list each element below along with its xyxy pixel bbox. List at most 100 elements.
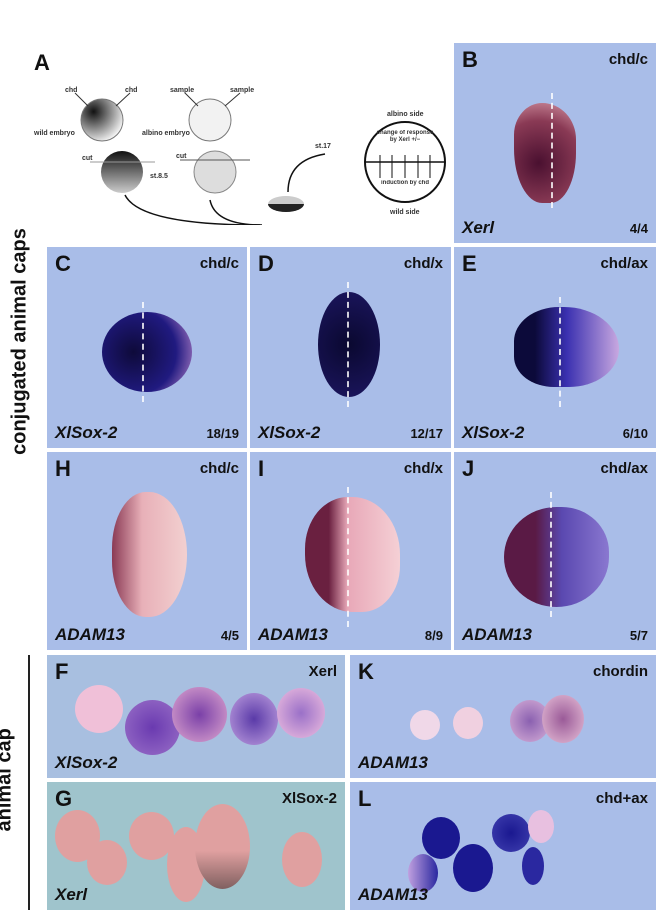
gene-label: ADAM13 <box>358 753 428 772</box>
ratio-label: 12/17 <box>410 426 443 441</box>
panel-label: B <box>462 47 478 72</box>
panel-d: D chd/x XlSox-2 12/17 <box>250 247 451 448</box>
side-label-conjugated: conjugated animal caps <box>8 228 31 455</box>
animal-cap <box>172 687 227 742</box>
condition-label: XlSox-2 <box>281 790 337 807</box>
boundary-line <box>550 492 552 617</box>
condition-label: Xerl <box>308 663 337 680</box>
gene-label: ADAM13 <box>258 625 328 644</box>
gene-label: ADAM13 <box>55 625 125 644</box>
condition-label: chd/ax <box>600 255 648 272</box>
condition-label: chd/x <box>403 460 443 477</box>
change-of-response-label: change of response by Xerl +/− <box>376 130 434 143</box>
embryo-explant <box>112 492 187 617</box>
panel-label: D <box>258 251 274 276</box>
panel-c: C chd/c XlSox-2 18/19 <box>47 247 247 448</box>
albino-embryo-label: albino embryo <box>142 130 190 137</box>
boundary-line <box>142 302 144 402</box>
embryo-explant <box>514 103 576 203</box>
panel-label: G <box>55 786 73 811</box>
animal-cap <box>277 688 325 738</box>
ratio-label: 4/4 <box>629 221 648 236</box>
panel-label: J <box>462 456 475 481</box>
gene-label: Xerl <box>55 885 88 904</box>
panel-l: L chd+ax ADAM13 <box>350 782 656 910</box>
embryo-explant <box>102 312 192 392</box>
schematic-diagram: chd chd sample sample wild embryo albino… <box>33 87 446 226</box>
condition-label: chordin <box>593 663 648 680</box>
panel-j: J chd/ax ADAM13 5/7 <box>454 452 656 650</box>
animal-cap <box>522 847 544 885</box>
panel-label: F <box>55 659 69 684</box>
panel-g: G XlSox-2 Xerl <box>47 782 345 910</box>
panel-i: I chd/x ADAM13 8/9 <box>250 452 451 650</box>
wild-embryo-label: wild embryo <box>33 130 75 137</box>
chd-label: chd <box>125 87 137 94</box>
condition-label: chd/c <box>199 460 239 477</box>
animal-cap <box>528 810 554 843</box>
panel-label: K <box>358 659 374 684</box>
animal-cap <box>453 844 493 892</box>
panel-h: H chd/c ADAM13 4/5 <box>47 452 247 650</box>
condition-label: chd/x <box>403 255 443 272</box>
gene-label: XlSox-2 <box>258 423 321 442</box>
animal-cap <box>75 685 123 733</box>
cut-label: cut <box>176 153 187 160</box>
ratio-label: 18/19 <box>206 426 239 441</box>
sample-label: sample <box>170 87 194 94</box>
gene-label: Xerl <box>462 218 495 237</box>
embryo-explant <box>504 507 609 607</box>
panel-label: C <box>55 251 71 276</box>
animal-cap <box>542 695 584 743</box>
animal-cap <box>422 817 460 859</box>
side-label-animal-cap: animal cap <box>0 728 16 832</box>
animal-cap <box>492 814 530 852</box>
panel-e: E chd/ax XlSox-2 6/10 <box>454 247 656 448</box>
induction-label: induction by chd <box>381 180 429 186</box>
chd-label: chd <box>65 87 77 94</box>
gene-label: ADAM13 <box>358 885 428 904</box>
embryo-explant <box>318 292 380 397</box>
boundary-line <box>559 297 561 407</box>
panel-b: B chd/c Xerl 4/4 <box>454 43 656 243</box>
panel-label: H <box>55 456 71 481</box>
condition-label: chd/c <box>608 51 648 68</box>
animal-cap <box>230 693 278 745</box>
animal-cap <box>125 700 180 755</box>
panel-k: K chordin ADAM13 <box>350 655 656 778</box>
condition-label: chd/ax <box>600 460 648 477</box>
ratio-label: 4/5 <box>220 628 239 643</box>
gene-label: XlSox-2 <box>55 753 118 772</box>
boundary-line <box>347 282 349 407</box>
ratio-label: 8/9 <box>424 628 443 643</box>
panel-label: I <box>258 456 265 481</box>
bracket-line <box>28 655 30 910</box>
condition-label: chd/c <box>199 255 239 272</box>
animal-cap <box>410 710 440 740</box>
ratio-label: 6/10 <box>622 426 648 441</box>
panel-label: E <box>462 251 477 276</box>
panel-label: L <box>358 786 372 811</box>
animal-cap <box>129 812 174 860</box>
cut-label: cut <box>82 155 93 162</box>
boundary-line <box>347 487 349 627</box>
boundary-line <box>551 93 553 208</box>
animal-cap <box>282 832 322 887</box>
gene-label: XlSox-2 <box>462 423 525 442</box>
panel-label: A <box>34 50 50 75</box>
gene-label: ADAM13 <box>462 625 532 644</box>
condition-label: chd+ax <box>595 790 648 807</box>
albino-side-label: albino side <box>387 111 424 118</box>
animal-cap <box>87 840 127 885</box>
wild-side-label: wild side <box>389 209 420 216</box>
panel-f: F Xerl XlSox-2 <box>47 655 345 778</box>
sample-label: sample <box>230 87 254 94</box>
stage-label: st.17 <box>315 143 331 150</box>
ratio-label: 5/7 <box>629 628 648 643</box>
animal-cap <box>195 804 250 889</box>
stage-label: st.8.5 <box>150 173 168 180</box>
animal-cap <box>408 854 438 892</box>
embryo-explant <box>305 497 400 612</box>
embryo-explant <box>514 307 619 387</box>
